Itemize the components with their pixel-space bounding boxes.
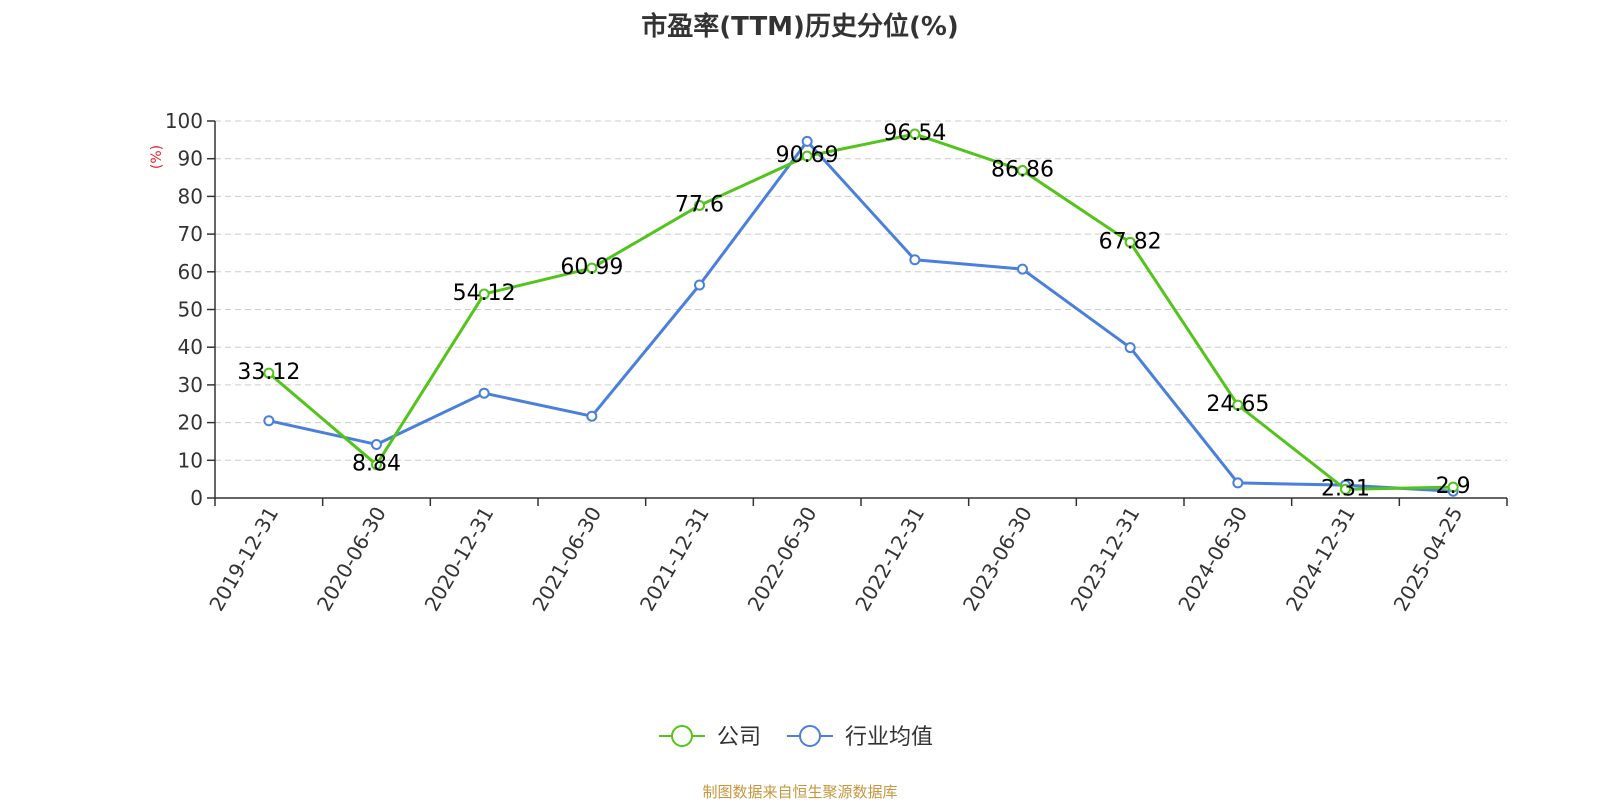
data-label: 90.69 [776,143,839,168]
y-tick-label: 40 [178,335,203,359]
data-point[interactable] [694,199,705,211]
data-label: 96.54 [883,121,946,146]
x-tick-label: 2020-06-30 [312,503,391,616]
data-label: 86.86 [991,158,1054,183]
legend-marker-icon [799,725,821,747]
data-point[interactable] [801,150,813,162]
data-label: 54.12 [453,281,516,306]
data-point[interactable] [478,288,490,300]
series-group [263,128,1459,497]
x-tick-label: 2025-04-25 [1389,503,1468,616]
data-point[interactable] [1232,399,1244,411]
y-tick-label: 60 [178,260,203,284]
y-tick-label: 30 [178,373,203,397]
legend-item[interactable]: 公司 [659,725,761,750]
data-point[interactable] [1017,165,1028,177]
data-point[interactable] [1340,483,1351,495]
y-tick-label: 100 [165,109,203,133]
data-point[interactable] [909,254,921,266]
y-tick-label: 70 [178,222,203,246]
x-tick-label: 2021-06-30 [527,503,606,616]
axes: 0 10 20 30 40 50 60 70 80 90 100(%) 2019-12-31 2020-… [149,109,1508,616]
data-point[interactable] [586,410,598,422]
x-tick-label: 2024-06-30 [1173,503,1252,616]
x-tick-label: 2024-12-31 [1281,503,1360,616]
legend-label: 公司 [717,725,761,750]
source-note: 制图数据来自恒生聚源数据库 [702,783,898,801]
data-label: 2.31 [1321,476,1370,501]
x-tick-label: 2019-12-31 [204,503,283,616]
grid-lines [215,120,1507,461]
data-point[interactable] [1017,263,1028,275]
data-label: 33.12 [237,360,300,385]
data-label: 24.65 [1206,392,1269,417]
x-tick-label: 2022-06-30 [743,503,822,616]
data-point[interactable] [478,387,490,399]
x-tick-label: 2023-06-30 [958,503,1037,616]
x-tick-label: 2023-12-31 [1066,503,1145,616]
y-tick-label: 10 [178,448,203,472]
data-point[interactable] [371,459,382,471]
y-tick-label: 80 [178,184,203,208]
data-point[interactable] [263,367,275,379]
x-tick-label: 2020-12-31 [420,503,499,616]
x-tick-label: 2022-12-31 [850,503,929,616]
y-axis-label: (%) [149,145,165,169]
x-tick-label: 2021-12-31 [635,503,714,616]
data-point[interactable] [586,262,598,274]
data-point[interactable] [371,438,382,450]
data-point[interactable] [694,279,705,291]
data-point[interactable] [263,415,275,427]
y-tick-label: 20 [178,411,203,435]
data-label: 60.99 [560,255,623,280]
legend-label: 行业均值 [845,725,933,750]
data-label: 77.6 [675,192,724,217]
data-label: 8.84 [352,452,401,477]
legend-item[interactable]: 行业均值 [787,725,933,750]
data-labels: 33.12 8.84 54.12 60.99 77.6 90.69 96.54 86.86 67… [237,121,1470,501]
y-tick-label: 90 [178,147,203,171]
data-point[interactable] [801,135,813,147]
data-label: 67.82 [1099,229,1162,254]
data-point[interactable] [1232,477,1244,489]
legend[interactable]: 公司 行业均值 [659,725,933,750]
data-point[interactable] [1124,342,1136,354]
chart-title: 市盈率(TTM)历史分位(%) [641,12,959,42]
y-tick-label: 0 [190,486,203,510]
data-label: 2.9 [1436,474,1471,499]
legend-marker-icon [671,725,693,747]
data-point[interactable] [1124,236,1136,248]
series-line [268,139,1454,493]
series-line [267,132,1454,491]
data-point[interactable] [909,128,921,140]
y-tick-label: 50 [178,298,203,322]
data-point[interactable] [1447,481,1459,493]
